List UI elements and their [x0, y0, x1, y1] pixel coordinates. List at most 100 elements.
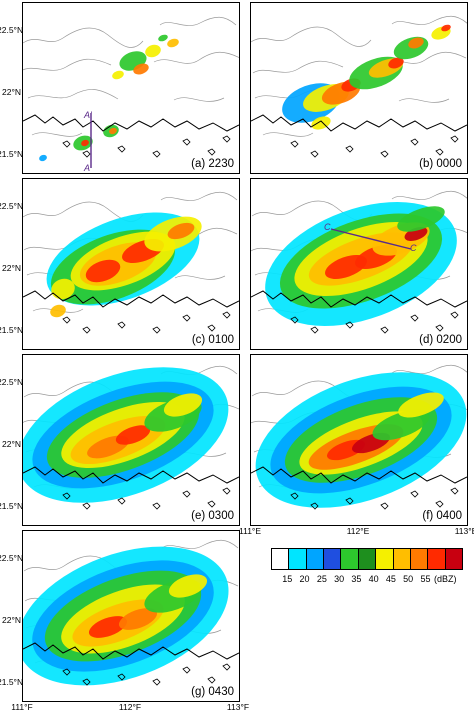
island-outline — [450, 487, 459, 495]
terrain-contour — [252, 60, 344, 74]
island-outline — [222, 663, 231, 671]
lon-label-f-3: 113°E — [454, 526, 474, 536]
terrain-contour — [173, 97, 225, 102]
colorbar-tick-label: 35 — [351, 574, 362, 584]
island-outline — [410, 138, 419, 146]
colorbar-swatch — [306, 549, 325, 569]
lat-label-e-1: 22.5°N — [0, 377, 24, 387]
island-outline — [82, 150, 91, 158]
lat-label-e-2: 22°N — [2, 439, 21, 449]
island-outline — [435, 500, 444, 508]
terrain-contour — [153, 51, 239, 64]
colorbar-swatch — [272, 549, 290, 569]
colorbar-swatch — [324, 549, 342, 569]
reflectivity-echo — [163, 393, 203, 417]
lat-label-c-3: 21.5°N — [0, 325, 24, 335]
reflectivity-echo — [88, 616, 128, 638]
colorbar-swatch — [410, 549, 429, 569]
cross-section-line-cc — [330, 228, 412, 250]
colorbar-swatch — [341, 549, 359, 569]
terrain-contour — [27, 89, 119, 100]
reflectivity-echo — [81, 139, 89, 147]
map-f — [251, 364, 467, 510]
lat-label-a-1: 22.5°N — [0, 25, 24, 35]
panel-label-c: (c) 0100 — [189, 333, 236, 347]
island-outline — [310, 150, 319, 158]
reflectivity-echo — [51, 278, 75, 300]
reflectivity-echo — [167, 38, 179, 48]
reflectivity-echo — [372, 409, 430, 441]
map-g — [23, 539, 239, 686]
colorbar-tick-label: 30 — [334, 574, 345, 584]
lat-label-a-2: 22°N — [2, 87, 21, 97]
island-outline — [310, 326, 319, 334]
terrain-contour — [160, 191, 238, 201]
reflectivity-echo — [39, 154, 47, 162]
map-b — [251, 15, 467, 158]
panel-b: (b) 0000 — [250, 2, 468, 174]
island-outline — [117, 497, 126, 505]
coastline — [23, 466, 239, 484]
lat-label-g-1: 22.5°N — [0, 553, 24, 563]
island-outline — [207, 500, 216, 508]
island-outline — [380, 326, 389, 334]
panel-label-g: (g) 0430 — [189, 685, 236, 699]
island-outline — [207, 676, 216, 684]
island-outline — [290, 492, 299, 500]
terrain-contour — [391, 364, 467, 374]
island-outline — [117, 145, 126, 153]
cross-section-label-a-bottom: A — [84, 163, 91, 173]
island-outline — [290, 140, 299, 148]
reflectivity-echo — [109, 127, 117, 135]
island-outline — [222, 487, 231, 495]
island-outline — [222, 135, 231, 143]
lon-label-g-1: 111°F — [11, 702, 33, 712]
map-c — [23, 191, 239, 334]
terrain-contour — [262, 132, 314, 137]
map-d — [251, 190, 467, 334]
colorbar-swatch — [445, 549, 462, 569]
reflectivity-echo — [441, 24, 451, 32]
reflectivity-echo — [145, 44, 161, 58]
reflectivity-echo — [388, 57, 404, 69]
reflectivity-echo — [158, 34, 168, 42]
lon-label-g-3: 113°F — [226, 702, 250, 712]
colorbar-tick-label: 25 — [316, 574, 327, 584]
island-outline — [290, 316, 299, 324]
lon-label-f-1: 111°E — [239, 526, 261, 536]
colorbar-tick-label: 40 — [368, 574, 379, 584]
reflectivity-echo — [85, 259, 121, 283]
island-outline — [435, 324, 444, 332]
island-outline — [62, 316, 71, 324]
island-outline — [450, 311, 459, 319]
coastline — [23, 290, 239, 308]
colorbar-unit: (dBZ) — [434, 574, 457, 584]
colorbar-swatch — [358, 549, 377, 569]
reflectivity-echo — [118, 608, 158, 630]
terrain-contour — [391, 190, 467, 200]
terrain-contour — [391, 15, 467, 25]
lat-label-e-3: 21.5°N — [0, 501, 24, 511]
coastline — [251, 466, 467, 484]
cross-section-label-d-left: C — [324, 222, 331, 232]
panel-e: (e) 0300 — [22, 354, 240, 526]
lat-label-g-2: 22°N — [2, 615, 21, 625]
island-outline — [152, 326, 161, 334]
island-outline — [345, 321, 354, 329]
island-outline — [345, 145, 354, 153]
panel-label-b: (b) 0000 — [417, 157, 464, 171]
panel-f: (f) 0400 — [250, 354, 468, 526]
island-outline — [117, 673, 126, 681]
terrain-contour — [31, 132, 83, 137]
island-outline — [380, 150, 389, 158]
island-outline — [182, 138, 191, 146]
panel-a: (a) 2230 — [22, 2, 240, 174]
island-outline — [152, 150, 161, 158]
panel-label-d: (d) 0200 — [417, 333, 464, 347]
lat-label-c-2: 22°N — [2, 263, 21, 273]
lon-label-f-2: 112°E — [346, 526, 370, 536]
map-e — [23, 365, 239, 510]
colorbar-swatch — [376, 549, 394, 569]
panel-label-a: (a) 2230 — [189, 157, 236, 171]
island-outline — [182, 314, 191, 322]
